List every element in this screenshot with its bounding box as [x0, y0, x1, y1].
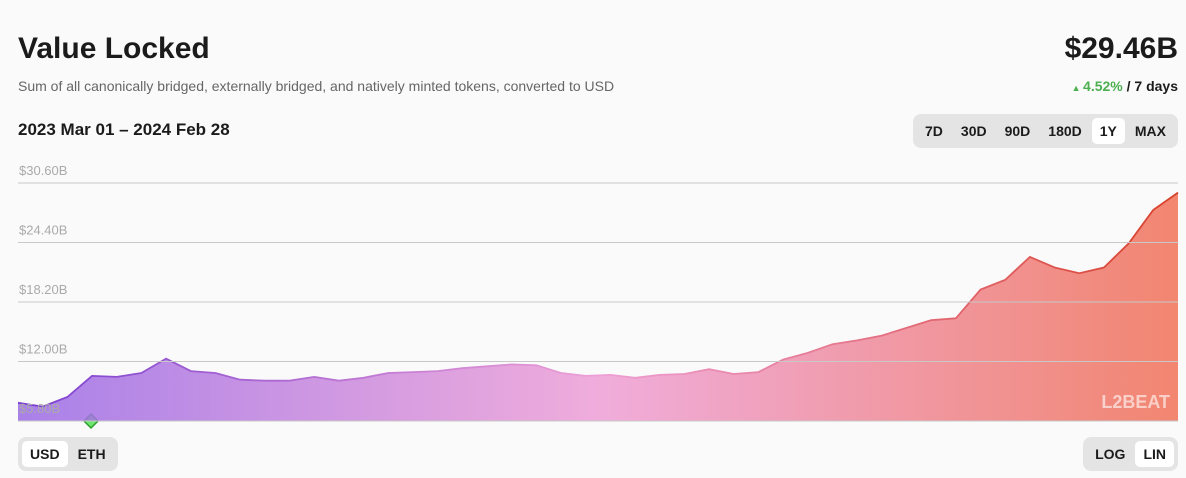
title: Value Locked — [18, 32, 210, 65]
button[interactable]: 30D — [960, 123, 987, 139]
y-tick-label: $5.80B — [19, 401, 60, 416]
area — [18, 192, 1178, 421]
subtitle: Sum of all canonically bridged, external… — [18, 78, 615, 94]
button[interactable]: ETH — [77, 446, 106, 462]
scale-buttons: LOG LIN — [1083, 437, 1178, 471]
chart: $5.80B $12.00B $18.20B $24.40B $30.60B L2BEAT — [17, 163, 1179, 430]
change-box: ▲ 4.52% / 7 days — [1071, 78, 1178, 94]
line — [17, 191, 1179, 408]
button[interactable]: USD — [22, 441, 68, 467]
date-range: 2023 Mar 01 – 2024 Feb 28 — [18, 120, 230, 139]
button[interactable]: 7D — [925, 123, 943, 139]
button[interactable]: LIN — [1135, 441, 1174, 467]
y-tick-label: $18.20B — [19, 282, 67, 297]
range-buttons: 7D 30D 90D 180D 1Y MAX — [913, 114, 1178, 148]
button[interactable]: 90D — [1004, 123, 1031, 139]
button[interactable]: LOG — [1095, 446, 1126, 462]
unit-buttons: USD ETH — [18, 437, 118, 471]
y-tick-label: $30.60B — [19, 163, 67, 178]
y-tick-label: $12.00B — [19, 342, 67, 357]
change: 4.52% — [1083, 78, 1123, 94]
change-period: / 7 days — [1126, 78, 1178, 94]
total: $29.46B — [1064, 32, 1178, 65]
y-tick-label: $24.40B — [19, 223, 67, 238]
watermark: L2BEAT — [1101, 392, 1170, 412]
button[interactable]: MAX — [1134, 123, 1166, 139]
button[interactable]: 180D — [1048, 123, 1082, 139]
button[interactable]: 1Y — [1091, 118, 1125, 144]
